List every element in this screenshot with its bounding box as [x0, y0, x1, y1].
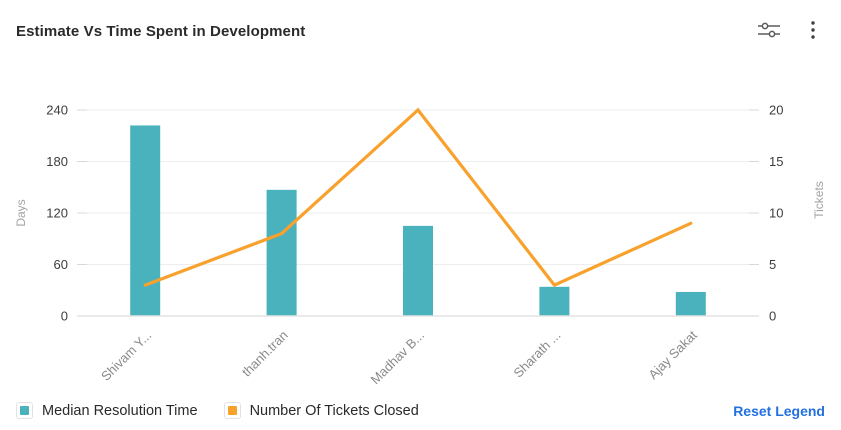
chart-legend: Median Resolution Time Number Of Tickets…	[16, 402, 825, 419]
legend-item-number-of-tickets-closed[interactable]: Number Of Tickets Closed	[223, 402, 419, 419]
bar-median-resolution-time[interactable]	[266, 189, 297, 316]
combo-chart: 0 0 60 5 120 10 180 15 240 20 Days Tickets Shivam Y.…	[14, 103, 826, 388]
right-axis-value: 10	[769, 206, 783, 221]
line-series-swatch	[227, 406, 237, 415]
reset-legend-link[interactable]: Reset Legend	[733, 402, 825, 419]
kebab-menu-icon	[811, 21, 815, 39]
right-axis-value: 5	[769, 257, 776, 272]
left-axis-value: 120	[46, 206, 68, 221]
left-axis-value: 60	[54, 257, 68, 272]
x-axis-label: thanh.tran	[239, 328, 291, 380]
bar-median-resolution-time[interactable]	[130, 125, 161, 316]
x-axis-label: Shivam Y...	[98, 328, 154, 384]
chart-settings-button[interactable]	[755, 18, 783, 42]
bar-series-swatch	[20, 406, 29, 415]
left-axis-name: Days	[14, 199, 28, 226]
line-number-of-tickets-closed[interactable]	[143, 107, 693, 288]
right-axis-name: Tickets	[812, 181, 826, 219]
chart-menu-button[interactable]	[799, 18, 827, 42]
right-axis-value: 15	[769, 154, 783, 169]
x-axis-label: Sharath ...	[510, 328, 563, 381]
left-axis-value: 0	[61, 309, 68, 324]
bar-median-resolution-time[interactable]	[403, 225, 433, 316]
bar-median-resolution-time[interactable]	[539, 286, 570, 316]
left-axis-value: 240	[46, 103, 68, 118]
chart-title: Estimate Vs Time Spent in Development	[16, 23, 306, 40]
chart-toolbar	[755, 18, 827, 42]
legend-item-median-resolution-time[interactable]: Median Resolution Time	[16, 402, 198, 419]
bar-median-resolution-time[interactable]	[675, 291, 706, 316]
legend-swatch	[16, 402, 33, 419]
left-axis-value: 180	[46, 154, 68, 169]
sliders-icon	[758, 22, 780, 38]
x-axis-label: Madhav B...	[367, 328, 427, 388]
right-axis-value: 20	[769, 103, 783, 118]
x-axis-label: Ajay Sakat	[645, 327, 700, 382]
legend-label: Median Resolution Time	[42, 402, 198, 419]
legend-label: Number Of Tickets Closed	[249, 402, 419, 419]
right-axis-value: 0	[769, 309, 776, 324]
legend-swatch	[223, 402, 241, 419]
